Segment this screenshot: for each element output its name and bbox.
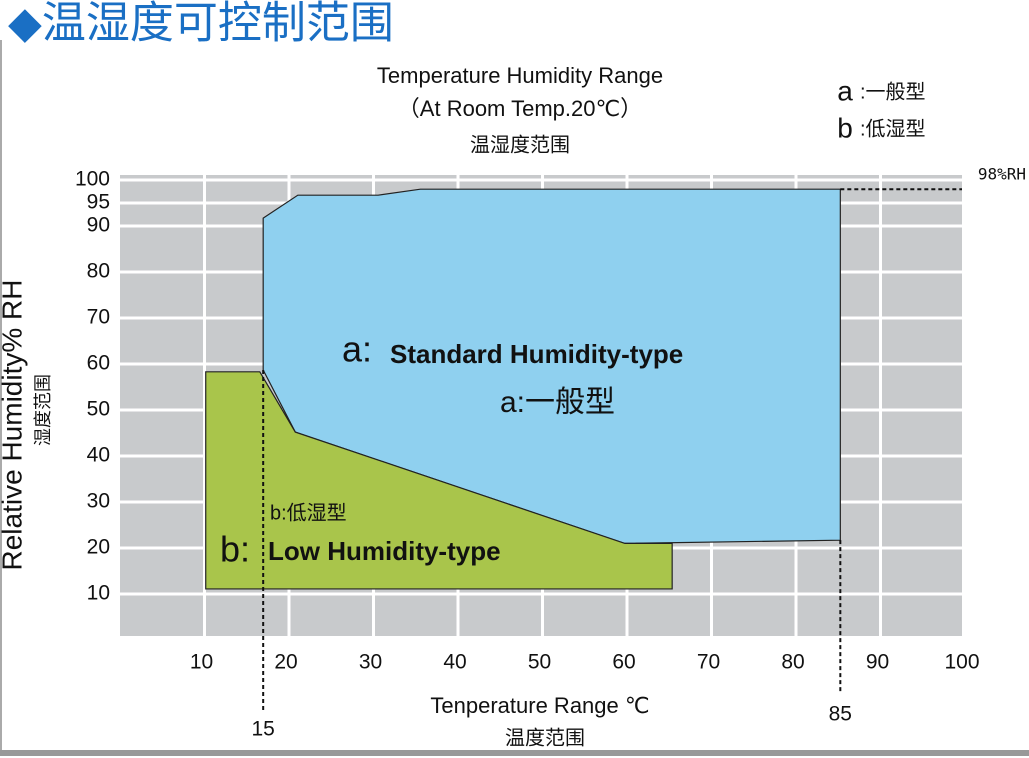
- region: [262, 188, 841, 545]
- x-tick-label: 50: [528, 651, 551, 674]
- x-tick-label: 60: [612, 651, 635, 674]
- y-tick-label: 60: [87, 352, 110, 375]
- region-label-cn: b:低湿型: [270, 501, 347, 524]
- x-tick-label: 30: [359, 651, 382, 674]
- region-key: a:: [342, 329, 372, 370]
- page-title: ◆温湿度可控制范围: [8, 0, 394, 48]
- region: [205, 371, 673, 590]
- reference-label: 98%RH: [978, 165, 1026, 184]
- x-tick-label: 100: [944, 651, 979, 674]
- region-key: b:: [220, 529, 250, 570]
- region-label-cn: a:一般型: [500, 386, 615, 419]
- region-label: Low Humidity-type: [268, 536, 501, 566]
- x-axis-label: Tenperature Range ℃: [430, 693, 649, 718]
- y-tick-label: 80: [87, 260, 110, 283]
- y-tick-label: 10: [87, 582, 110, 605]
- x-tick-label: 10: [190, 651, 213, 674]
- chart-subtitle-cn: 温湿度范围: [470, 133, 570, 156]
- x-tick-label: 20: [274, 651, 297, 674]
- y-tick-label: 30: [87, 490, 110, 513]
- reference-label: 85: [829, 703, 852, 726]
- x-axis-label-cn: 温度范围: [505, 726, 585, 749]
- legend-key: a: [837, 75, 853, 106]
- legend-text: :一般型: [860, 80, 926, 103]
- y-axis-label-cn: 湿度范围: [33, 374, 53, 446]
- x-tick-label: 80: [781, 651, 804, 674]
- y-tick-label: 90: [87, 214, 110, 237]
- y-tick-label: 100: [75, 168, 110, 191]
- y-tick-label: 95: [87, 191, 110, 214]
- y-tick-label: 40: [87, 444, 110, 467]
- y-tick-label: 20: [87, 536, 110, 559]
- legend-key: b: [837, 112, 853, 143]
- chart-title: Temperature Humidity Range: [377, 63, 663, 88]
- y-tick-label: 70: [87, 306, 110, 329]
- x-tick-label: 70: [697, 651, 720, 674]
- legend-text: :低湿型: [860, 117, 926, 140]
- reference-label: 15: [252, 718, 275, 741]
- y-tick-label: 50: [87, 398, 110, 421]
- region-label: Standard Humidity-type: [390, 339, 683, 369]
- y-axis-label: Relative Humidity% RH: [0, 280, 27, 571]
- chart-subtitle: （At Room Temp.20℃）: [398, 96, 642, 121]
- x-tick-label: 90: [866, 651, 889, 674]
- x-tick-label: 40: [443, 651, 466, 674]
